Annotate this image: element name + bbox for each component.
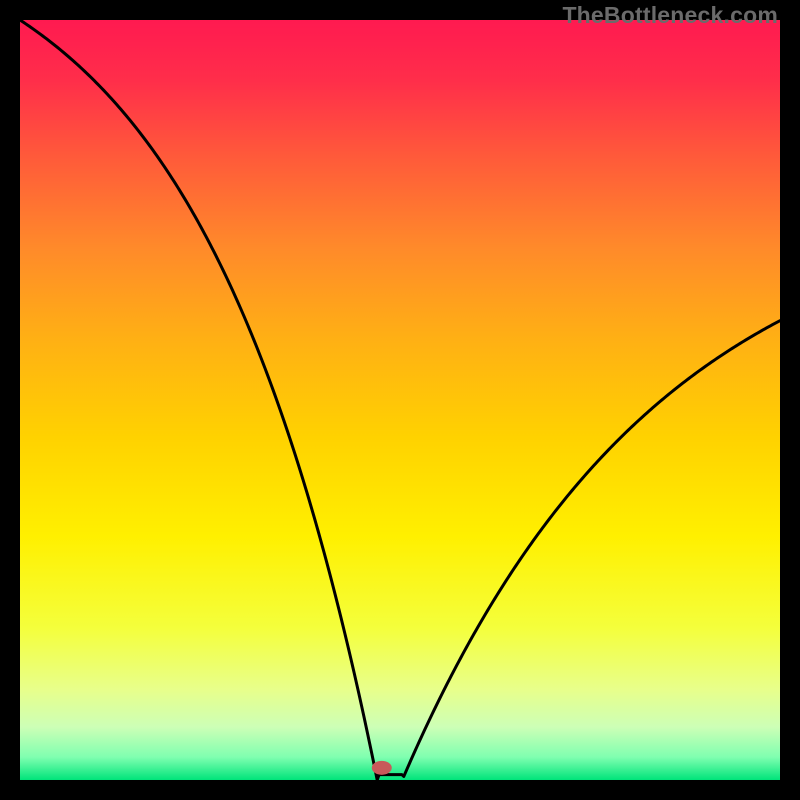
bottleneck-marker <box>372 761 392 775</box>
watermark-text: TheBottleneck.com <box>562 2 778 29</box>
plot-svg <box>0 0 800 800</box>
plot-background <box>20 20 780 780</box>
chart-container: TheBottleneck.com <box>0 0 800 800</box>
